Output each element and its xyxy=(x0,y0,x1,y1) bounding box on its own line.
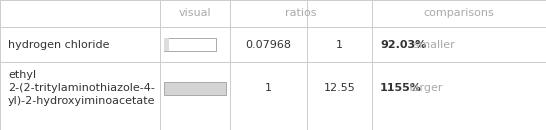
Text: 0.07968: 0.07968 xyxy=(246,40,292,50)
Text: ethyl
2-(2-tritylaminothiazole-4-
yl)-2-hydroxyiminoacetate: ethyl 2-(2-tritylaminothiazole-4- yl)-2-… xyxy=(8,70,156,106)
Text: 1: 1 xyxy=(265,83,272,93)
Text: ratios: ratios xyxy=(285,8,317,18)
Text: 1155%: 1155% xyxy=(380,83,422,93)
Text: 1: 1 xyxy=(336,40,343,50)
Text: hydrogen chloride: hydrogen chloride xyxy=(8,40,110,50)
Text: smaller: smaller xyxy=(410,40,455,50)
Text: 12.55: 12.55 xyxy=(324,83,355,93)
Bar xyxy=(164,82,226,95)
Bar xyxy=(164,38,169,51)
Bar xyxy=(164,38,216,51)
Text: comparisons: comparisons xyxy=(424,8,494,18)
Text: larger: larger xyxy=(406,83,442,93)
Text: 92.03%: 92.03% xyxy=(380,40,426,50)
Text: visual: visual xyxy=(179,8,211,18)
